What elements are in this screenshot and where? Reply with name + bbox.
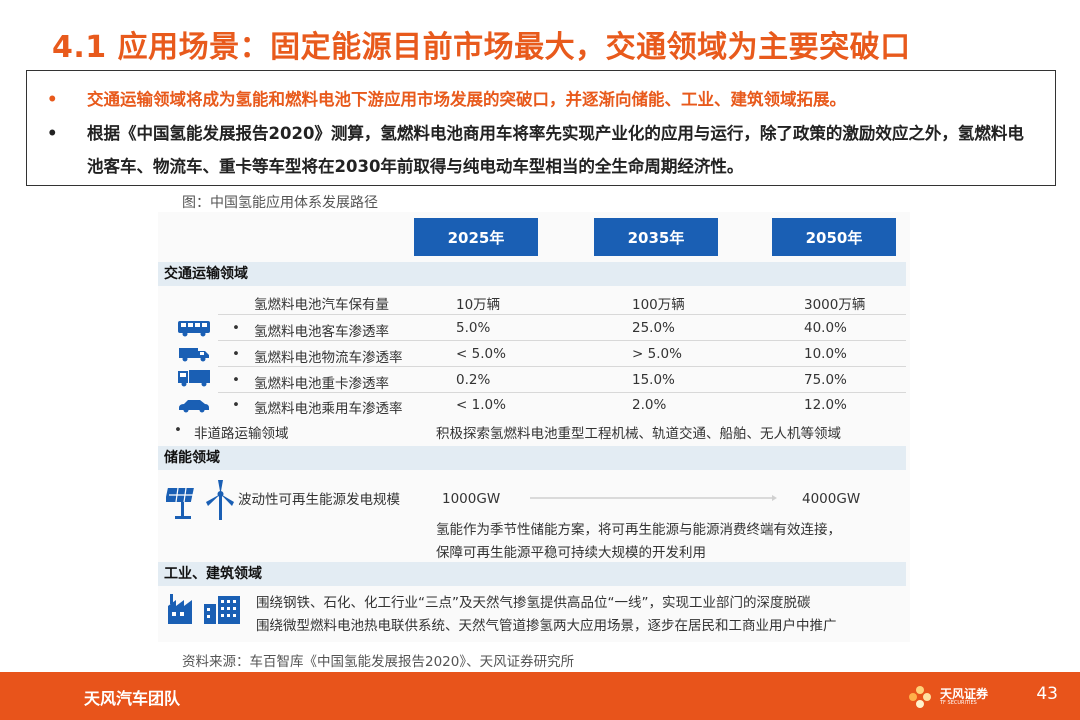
value-2025: 0.2%: [456, 372, 491, 388]
penetration-row-car: • 氢燃料电池乘用车渗透率 < 1.0% 2.0% 12.0%: [158, 393, 906, 418]
storage-value-2050: 4000GW: [802, 491, 861, 507]
value-2035: 15.0%: [632, 372, 675, 388]
year-tab-2050: 2050年: [772, 218, 896, 256]
storage-note-line1: 氢能作为季节性储能方案，将可再生能源与能源消费终端有效连接，: [436, 522, 841, 538]
bullet-dot: •: [47, 124, 58, 143]
figure-caption: 图：中国氢能应用体系发展路径: [182, 195, 378, 211]
value-2050: 40.0%: [804, 320, 847, 336]
summary-box: • 交通运输领域将成为氢能和燃料电池下游应用市场发展的突破口，并逐渐向储能、工业…: [26, 70, 1056, 186]
value-2050: 3000万辆: [804, 297, 866, 313]
penetration-row-bus: • 氢燃料电池客车渗透率 5.0% 25.0% 40.0%: [158, 316, 906, 341]
storage-note-line2: 保障可再生能源平稳可持续大规模的开发利用: [436, 545, 706, 561]
company-logo-icon: [909, 686, 931, 708]
penetration-row-van: • 氢燃料电池物流车渗透率 < 5.0% > 5.0% 10.0%: [158, 342, 906, 367]
penetration-row-truck: • 氢燃料电池重卡渗透率 0.2% 15.0% 75.0%: [158, 368, 906, 393]
value-2025: < 5.0%: [456, 346, 506, 362]
row-divider: [218, 392, 906, 393]
row-bullet: •: [232, 346, 240, 362]
value-2025: 10万辆: [456, 297, 501, 313]
bullet-item: • 根据《中国氢能发展报告2020》测算，氢燃料电池商用车将率先实现产业化的应用…: [47, 117, 1039, 183]
page-number: 43: [1036, 684, 1058, 704]
year-tab-2035: 2035年: [594, 218, 718, 256]
bus-icon: [178, 321, 210, 337]
row-bullet: •: [232, 397, 240, 413]
value-2050: 75.0%: [804, 372, 847, 388]
company-logo-text: 天风证券: [940, 687, 989, 701]
industry-line2: 围绕微型燃料电池热电联供系统、天然气管道掺氢两大应用场景，逐步在居民和工商业用户…: [256, 618, 837, 634]
value-2050: 12.0%: [804, 397, 847, 413]
row-bullet: •: [174, 422, 182, 438]
row-label: 氢燃料电池重卡渗透率: [254, 376, 389, 392]
row-label: 氢燃料电池汽车保有量: [254, 297, 389, 313]
value-2035: 100万辆: [632, 297, 685, 313]
industry-line1: 围绕钢铁、石化、化工行业“三点”及天然气掺氢提供高品位“一线”，实现工业部门的深…: [256, 595, 811, 611]
value-2025: < 1.0%: [456, 397, 506, 413]
factory-building-icon: [168, 594, 240, 624]
section-heading-industry: 工业、建筑领域: [158, 562, 906, 586]
slide-title: 4.1 应用场景：固定能源目前市场最大，交通领域为主要突破口: [52, 30, 911, 65]
row-bullet: •: [232, 372, 240, 388]
value-2025: 5.0%: [456, 320, 491, 336]
car-icon: [179, 400, 209, 413]
value-2035: 2.0%: [632, 397, 667, 413]
row-label: 氢燃料电池乘用车渗透率: [254, 401, 403, 417]
footer-team-name: 天风汽车团队: [84, 689, 181, 708]
van-icon: [179, 348, 209, 362]
bullet-item: • 交通运输领域将成为氢能和燃料电池下游应用市场发展的突破口，并逐渐向储能、工业…: [47, 83, 1039, 117]
year-tab-2025: 2025年: [414, 218, 538, 256]
storage-label: 波动性可再生能源发电规模: [238, 492, 400, 508]
row-label: 氢燃料电池客车渗透率: [254, 324, 389, 340]
growth-arrow: [530, 495, 777, 501]
row-label: 氢燃料电池物流车渗透率: [254, 350, 403, 366]
row-divider: [218, 314, 906, 315]
bullet-text: 交通运输领域将成为氢能和燃料电池下游应用市场发展的突破口，并逐渐向储能、工业、建…: [87, 90, 846, 109]
fleet-row: 氢燃料电池汽车保有量 10万辆 100万辆 3000万辆: [158, 289, 906, 314]
company-logo-subtext: TF SECURITIES: [940, 700, 977, 706]
source-note: 资料来源：车百智库《中国氢能发展报告2020》、天风证券研究所: [182, 654, 575, 670]
bullet-text: 根据《中国氢能发展报告2020》测算，氢燃料电池商用车将率先实现产业化的应用与运…: [87, 124, 1024, 176]
nonroad-text: 积极探索氢燃料电池重型工程机械、轨道交通、船舶、无人机等领域: [436, 426, 841, 442]
roadmap-figure: 2025年 2035年 2050年 交通运输领域 氢燃料电池汽车保有量 10万辆…: [158, 212, 910, 642]
bullet-dot: •: [47, 90, 58, 109]
section-heading-transport: 交通运输领域: [158, 262, 906, 286]
renewable-energy-icon: [166, 480, 234, 520]
value-2050: 10.0%: [804, 346, 847, 362]
storage-value-2025: 1000GW: [442, 491, 501, 507]
row-label: 非道路运输领域: [194, 426, 289, 442]
row-divider: [218, 340, 906, 341]
value-2035: > 5.0%: [632, 346, 682, 362]
row-bullet: •: [232, 320, 240, 336]
value-2035: 25.0%: [632, 320, 675, 336]
row-divider: [218, 366, 906, 367]
truck-icon: [178, 370, 210, 387]
footer-bar: 天风汽车团队 天风证券 TF SECURITIES 43: [0, 672, 1080, 720]
nonroad-row: • 非道路运输领域 积极探索氢燃料电池重型工程机械、轨道交通、船舶、无人机等领域: [158, 418, 906, 443]
section-heading-storage: 储能领域: [158, 446, 906, 470]
